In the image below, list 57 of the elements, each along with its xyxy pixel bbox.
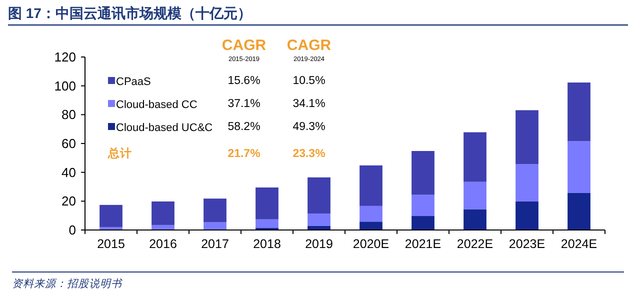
legend-label: CPaaS: [116, 76, 151, 88]
bar: [412, 216, 434, 230]
x-tick-label: 2021E: [404, 237, 442, 251]
x-tick-label: 2019: [305, 237, 333, 251]
bar: [308, 214, 330, 226]
x-tick-label: 2024E: [560, 237, 598, 251]
x-tick-label: 2015: [97, 237, 125, 251]
bar: [516, 201, 538, 230]
bar: [152, 224, 174, 230]
y-tick-label: 60: [62, 136, 76, 151]
bar: [204, 222, 226, 230]
annotation: 58.2%: [228, 121, 260, 133]
x-tick-label: 2018: [253, 237, 281, 251]
x-tick-label: 2016: [149, 237, 177, 251]
bar: [568, 192, 590, 230]
bar: [256, 219, 278, 228]
x-tick-label: 2023E: [508, 237, 546, 251]
y-tick-label: 100: [54, 78, 76, 94]
bar: [360, 206, 382, 222]
annotation: 23.3%: [292, 148, 326, 160]
y-tick-label: 80: [62, 107, 76, 122]
bar: [516, 110, 538, 164]
y-tick-label: 0: [68, 222, 76, 238]
text: CAGR: [286, 37, 332, 54]
bar: [516, 164, 538, 202]
bar: [412, 150, 434, 195]
legend-label: Cloud-based CC: [116, 99, 198, 111]
bar: [568, 141, 590, 193]
bar: [568, 82, 590, 142]
bar: [308, 177, 330, 214]
annotation: 15.6%: [228, 75, 260, 87]
bar: [360, 222, 382, 230]
x-tick-label: 2022E: [456, 237, 494, 251]
chart-title: 图 17：中国云通讯市场规模（十亿元）: [8, 5, 252, 21]
x-tick-label: 2020E: [352, 237, 390, 251]
y-tick-label: 40: [62, 164, 76, 180]
annotation: 49.3%: [292, 121, 326, 133]
bar: [464, 209, 486, 230]
annotation: 总计: [107, 146, 132, 160]
bar: [256, 187, 278, 220]
annotation: 21.7%: [228, 148, 260, 160]
text: 资料来源：招股说明书: [12, 278, 123, 290]
legend-label: Cloud-based UC&C: [116, 122, 213, 134]
bar: [152, 201, 174, 225]
bar: [204, 198, 226, 222]
annotation: 34.1%: [292, 98, 326, 110]
y-tick-label: 120: [54, 50, 76, 64]
bar: [412, 194, 434, 216]
y-tick-label: 20: [62, 194, 76, 209]
annotation: 10.5%: [292, 75, 326, 87]
x-tick-label: 2017: [201, 237, 229, 251]
bar: [360, 165, 382, 206]
annotation: 37.1%: [228, 98, 260, 110]
text: CAGR: [222, 37, 266, 54]
bar: [100, 204, 122, 227]
bar: [464, 182, 486, 210]
bar: [464, 132, 486, 182]
